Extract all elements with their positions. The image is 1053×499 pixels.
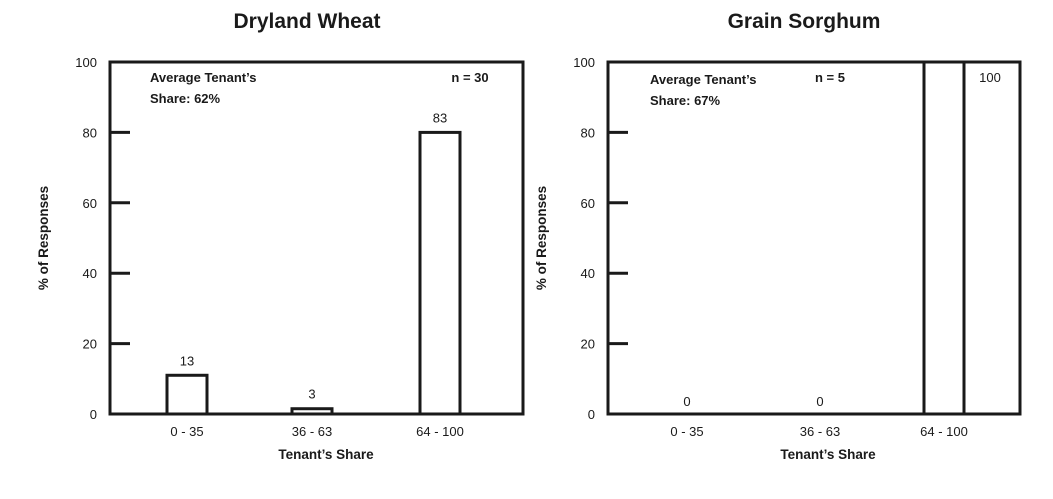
- data-label: 0: [816, 394, 823, 409]
- y-tick-label: 80: [581, 125, 595, 140]
- x-tick-label: 36 - 63: [292, 424, 332, 439]
- average-share-annotation: Average Tenant’s: [150, 70, 256, 85]
- y-tick-label: 60: [83, 196, 97, 211]
- chart-panel-1: Dryland Wheat 0 20 40 60 80 100 13 0 - 35 3 36 - 6…: [36, 10, 525, 462]
- y-tick-label: 0: [588, 407, 595, 422]
- bar: [165, 373, 209, 416]
- data-label: 13: [180, 353, 194, 368]
- y-axis-label: % of Responses: [534, 186, 549, 290]
- x-tick-label: 64 - 100: [920, 424, 968, 439]
- x-tick-label: 64 - 100: [416, 424, 464, 439]
- x-tick-label: 36 - 63: [800, 424, 840, 439]
- average-share-annotation: Share: 67%: [650, 93, 721, 108]
- bar: [922, 60, 966, 416]
- x-tick-label: 0 - 35: [170, 424, 203, 439]
- data-label: 83: [433, 110, 447, 125]
- y-tick-label: 20: [83, 337, 97, 352]
- x-tick-label: 0 - 35: [670, 424, 703, 439]
- y-tick-label: 100: [75, 55, 97, 70]
- data-label: 100: [979, 70, 1001, 85]
- y-tick-label: 40: [581, 266, 595, 281]
- bar: [290, 407, 334, 416]
- y-tick-label: 20: [581, 337, 595, 352]
- data-label: 3: [308, 387, 315, 402]
- sample-size-label: n = 30: [451, 70, 488, 85]
- x-axis-label: Tenant’s Share: [780, 447, 876, 462]
- y-tick-label: 100: [573, 55, 595, 70]
- chart-title: Grain Sorghum: [728, 10, 881, 33]
- plot-frame: [606, 60, 1022, 416]
- x-axis-label: Tenant’s Share: [278, 447, 374, 462]
- sample-size-label: n = 5: [815, 70, 845, 85]
- bar: [418, 130, 462, 416]
- data-label: 0: [683, 394, 690, 409]
- y-tick-label: 0: [90, 407, 97, 422]
- chart-title: Dryland Wheat: [233, 10, 380, 33]
- y-axis-label: % of Responses: [36, 186, 51, 290]
- y-tick-label: 80: [83, 125, 97, 140]
- chart-panel-2: Grain Sorghum 0 20 40 60 80 100 0 0 - 35 0 36 - 63…: [534, 10, 1022, 462]
- average-share-annotation: Share: 62%: [150, 91, 221, 106]
- y-tick-label: 40: [83, 266, 97, 281]
- average-share-annotation: Average Tenant’s: [650, 72, 756, 87]
- y-tick-label: 60: [581, 196, 595, 211]
